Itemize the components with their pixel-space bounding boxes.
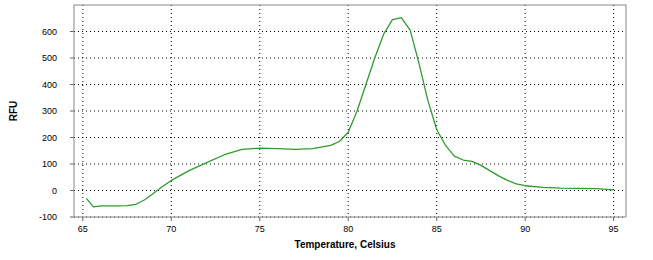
grid-line <box>74 84 626 85</box>
tick-label: 100 <box>42 159 57 169</box>
tick-label: 500 <box>42 53 57 63</box>
tick-label: 95 <box>609 224 619 234</box>
tick-label: 300 <box>42 106 57 116</box>
grid-line <box>74 137 626 138</box>
tick <box>70 190 74 191</box>
tick <box>70 137 74 138</box>
grid-line <box>74 164 626 165</box>
series-group <box>86 18 613 207</box>
line <box>86 18 613 207</box>
tick-label: 65 <box>78 224 88 234</box>
tick <box>70 58 74 59</box>
tick <box>259 217 260 221</box>
tick <box>70 164 74 165</box>
tick <box>171 217 172 221</box>
chart: 65 70 75 80 85 90 95 -100 0 100 200 300 400 500 600 Tem… <box>0 0 653 260</box>
grid-line <box>74 111 626 112</box>
tick-label: 0 <box>52 186 57 196</box>
tick <box>70 111 74 112</box>
tick <box>70 84 74 85</box>
tick-label: 90 <box>520 224 530 234</box>
x-axis-label: Temperature, Celsius <box>295 239 396 250</box>
tick <box>70 217 74 218</box>
tick-label: 600 <box>42 27 57 37</box>
grid-line <box>74 31 626 32</box>
tick-label: 80 <box>343 224 353 234</box>
tick-label: 200 <box>42 133 57 143</box>
tick <box>436 217 437 221</box>
tick <box>70 31 74 32</box>
tick <box>613 217 614 221</box>
y-axis-label: RFU <box>8 101 19 122</box>
tick-label: 400 <box>42 80 57 90</box>
tick-label: -100 <box>39 212 57 222</box>
tick-label: 85 <box>432 224 442 234</box>
tick <box>348 217 349 221</box>
grid-line <box>74 58 626 59</box>
tick <box>525 217 526 221</box>
tick-label: 70 <box>166 224 176 234</box>
grid-line <box>259 5 260 217</box>
plot-frame <box>74 5 626 217</box>
grid-line <box>436 5 437 217</box>
grid-line <box>613 5 614 217</box>
tick-label: 75 <box>255 224 265 234</box>
grid-line <box>348 5 349 217</box>
tick <box>82 217 83 221</box>
